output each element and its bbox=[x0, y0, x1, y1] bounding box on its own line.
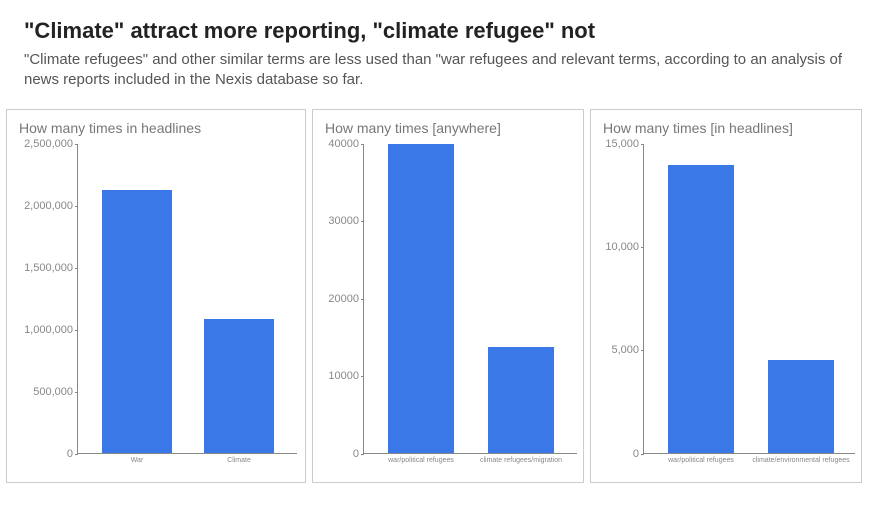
chart-panel: How many times [anywhere] 0 10000 20000 3000… bbox=[312, 109, 584, 483]
plot-area: 05,00010,00015,000war/political refugees… bbox=[599, 144, 853, 454]
plot-area: 0500,0001,000,0001,500,0002,000,0002,500… bbox=[15, 144, 297, 454]
y-tick-label: 20000 bbox=[328, 293, 359, 305]
y-axis: 0500,0001,000,0001,500,0002,000,0002,500… bbox=[15, 144, 77, 454]
x-tick-label: war/political refugees bbox=[388, 457, 454, 464]
y-tick-mark bbox=[75, 268, 78, 269]
y-tick-mark bbox=[361, 299, 364, 300]
y-tick-mark bbox=[361, 221, 364, 222]
y-tick-label: 500,000 bbox=[33, 386, 73, 398]
x-tick-label: climate refugees/migration bbox=[480, 457, 562, 464]
x-tick-label: climate/environmental refugees bbox=[752, 457, 849, 464]
y-tick-mark bbox=[361, 376, 364, 377]
bar bbox=[488, 347, 554, 452]
y-tick-mark bbox=[641, 454, 644, 455]
y-tick-label: 5,000 bbox=[611, 344, 639, 356]
header: "Climate" attract more reporting, "clima… bbox=[0, 0, 878, 101]
y-tick-mark bbox=[361, 454, 364, 455]
chart-panel: How many times in headlines 0 500,000 1,000… bbox=[6, 109, 306, 483]
y-tick-mark bbox=[641, 144, 644, 145]
y-tick-mark bbox=[641, 247, 644, 248]
bar bbox=[388, 144, 454, 452]
y-tick-label: 0 bbox=[67, 448, 73, 460]
bars-region: WarClimate bbox=[77, 144, 297, 454]
y-tick-mark bbox=[75, 392, 78, 393]
y-tick-label: 2,000,000 bbox=[24, 200, 73, 212]
y-tick-mark bbox=[75, 144, 78, 145]
y-axis: 010000200003000040000 bbox=[321, 144, 363, 454]
page-subtitle: "Climate refugees" and other similar ter… bbox=[24, 50, 854, 91]
y-tick-label: 0 bbox=[353, 448, 359, 460]
plot-area: 010000200003000040000war/political refug… bbox=[321, 144, 575, 454]
y-tick-mark bbox=[75, 330, 78, 331]
bar bbox=[768, 360, 834, 453]
x-tick-label: war/political refugees bbox=[668, 457, 734, 464]
y-tick-mark bbox=[75, 454, 78, 455]
y-tick-label: 1,500,000 bbox=[24, 262, 73, 274]
y-tick-label: 1,000,000 bbox=[24, 324, 73, 336]
bars-region: war/political refugeesclimate refugees/m… bbox=[363, 144, 577, 454]
y-tick-mark bbox=[641, 350, 644, 351]
y-tick-label: 10,000 bbox=[605, 241, 639, 253]
chart-panel: How many times [in headlines] 0 5,000 10,00… bbox=[590, 109, 862, 483]
charts-row: How many times in headlines 0 500,000 1,000… bbox=[0, 101, 878, 483]
y-tick-mark bbox=[361, 144, 364, 145]
chart-title: How many times in headlines bbox=[19, 120, 297, 136]
x-tick-label: Climate bbox=[227, 457, 251, 464]
bar bbox=[668, 165, 734, 452]
bar bbox=[204, 319, 274, 453]
chart-title: How many times [in headlines] bbox=[603, 120, 853, 136]
bar bbox=[102, 190, 172, 453]
chart-title: How many times [anywhere] bbox=[325, 120, 575, 136]
y-tick-label: 0 bbox=[633, 448, 639, 460]
bars-region: war/political refugeesclimate/environmen… bbox=[643, 144, 855, 454]
y-tick-label: 30000 bbox=[328, 215, 359, 227]
page-title: "Climate" attract more reporting, "clima… bbox=[24, 18, 854, 44]
y-tick-label: 15,000 bbox=[605, 138, 639, 150]
y-axis: 05,00010,00015,000 bbox=[599, 144, 643, 454]
y-tick-label: 10000 bbox=[328, 370, 359, 382]
y-tick-mark bbox=[75, 206, 78, 207]
y-tick-label: 2,500,000 bbox=[24, 138, 73, 150]
x-tick-label: War bbox=[131, 457, 144, 464]
y-tick-label: 40000 bbox=[328, 138, 359, 150]
